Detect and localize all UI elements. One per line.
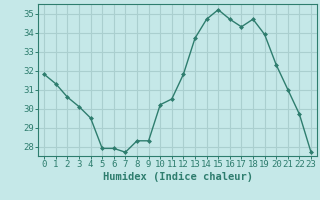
X-axis label: Humidex (Indice chaleur): Humidex (Indice chaleur) xyxy=(103,172,252,182)
